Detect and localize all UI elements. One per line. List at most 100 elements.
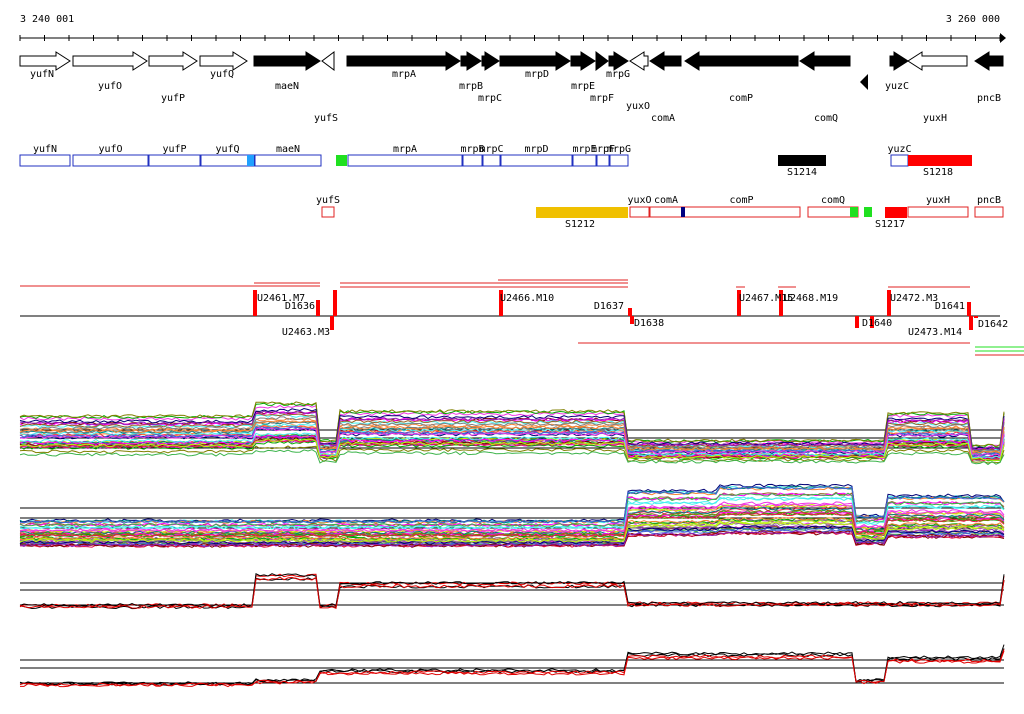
gene-label: yuxH <box>923 113 947 124</box>
feature-mark <box>253 290 257 316</box>
region-mark <box>681 207 685 217</box>
region-box <box>907 206 969 218</box>
region-box <box>572 154 597 167</box>
signal-trace <box>19 414 1005 453</box>
gene-label: mrpE <box>571 81 595 92</box>
ruler-arrow <box>1000 33 1006 43</box>
transcript-label: S1214 <box>787 167 817 178</box>
gene-label: yufO <box>98 81 122 92</box>
transcript-label: S1212 <box>565 219 595 230</box>
region-label: mrpD <box>524 144 548 155</box>
feature-mark <box>870 316 874 328</box>
region-box <box>482 154 501 167</box>
region-mark <box>336 155 347 166</box>
feature-label: D1642 <box>978 319 1008 330</box>
region-mark <box>247 155 254 166</box>
signal-trace <box>19 434 1005 460</box>
feature-mark <box>628 308 632 316</box>
gene-label: mrpF <box>590 93 614 104</box>
feature-mark <box>969 316 973 330</box>
transcript-box <box>885 207 907 218</box>
signal-trace <box>19 512 1005 538</box>
gene-arrow <box>889 51 909 71</box>
region-label: yufQ <box>215 144 239 155</box>
transcript-label: S1218 <box>923 167 953 178</box>
region-box <box>649 206 683 218</box>
gene-label: mrpC <box>478 93 502 104</box>
signal-trace <box>19 648 1005 686</box>
gene-arrow <box>499 51 571 71</box>
signal-trace <box>19 416 1005 453</box>
signal-trace <box>19 407 1005 451</box>
gene-label: mrpD <box>525 69 549 80</box>
signal-trace <box>19 576 1005 609</box>
signal-trace <box>19 497 1005 530</box>
signal-trace <box>19 503 1005 533</box>
signal-trace <box>19 492 1005 527</box>
region-box <box>974 206 1004 218</box>
gene-label: comP <box>729 93 753 104</box>
signal-trace <box>19 445 1005 464</box>
region-box <box>254 154 322 167</box>
gene-label: yufN <box>30 69 54 80</box>
region-box <box>629 206 650 218</box>
feature-mark <box>737 290 741 316</box>
gene-arrow <box>19 51 71 71</box>
signal-trace <box>19 486 1005 524</box>
signal-trace <box>19 516 1005 541</box>
signal-trace <box>19 530 1005 548</box>
gene-arrow <box>253 51 321 71</box>
gene-label: yufS <box>314 113 338 124</box>
signal-trace <box>19 503 1005 534</box>
region-label: yufP <box>162 144 186 155</box>
region-box <box>609 154 629 167</box>
signal-trace <box>19 521 1005 543</box>
feature-mark <box>779 290 783 316</box>
feature-label: D1640 <box>862 318 892 329</box>
region-label: mrpB <box>460 144 484 155</box>
feature-label: D1637 <box>594 301 624 312</box>
ruler-end: 3 260 000 <box>946 14 1000 25</box>
region-label: yufO <box>98 144 122 155</box>
gene-arrow <box>346 51 461 71</box>
gene-arrow <box>860 74 868 90</box>
region-label: maeN <box>276 144 300 155</box>
gene-label: comQ <box>814 113 838 124</box>
region-label: yuzC <box>887 144 911 155</box>
feature-mark <box>855 316 859 328</box>
transcript-box <box>908 155 972 166</box>
signal-trace <box>19 530 1005 548</box>
feature-mark <box>330 316 334 330</box>
feature-label: U2472.M3 <box>890 293 938 304</box>
gene-arrow <box>199 51 248 71</box>
region-label: pncB <box>977 195 1001 206</box>
region-label: mrpC <box>479 144 503 155</box>
feature-mark <box>887 290 891 316</box>
region-box <box>19 154 71 167</box>
feature-mark <box>630 316 634 324</box>
region-box <box>72 154 149 167</box>
gene-arrow <box>684 51 799 71</box>
gene-label: yufQ <box>210 69 234 80</box>
gene-label: pncB <box>977 93 1001 104</box>
signal-trace <box>19 420 1005 455</box>
gene-label: mrpA <box>392 69 416 80</box>
transcript-box <box>536 207 628 218</box>
signal-trace <box>19 437 1005 461</box>
region-label: comQ <box>821 195 845 206</box>
gene-label: comA <box>651 113 675 124</box>
region-label: comP <box>729 195 753 206</box>
signal-trace <box>19 449 1005 466</box>
gene-arrow <box>481 51 500 71</box>
feature-label: D1636 <box>285 301 315 312</box>
region-label: mrpE <box>572 144 596 155</box>
region-box <box>321 206 335 218</box>
gene-arrow <box>974 51 1004 71</box>
region-label: yuxO <box>627 195 651 206</box>
gene-label: mrpG <box>606 69 630 80</box>
gene-label: maeN <box>275 81 299 92</box>
region-box <box>682 206 801 218</box>
gene-arrow <box>595 51 609 71</box>
region-box <box>462 154 483 167</box>
